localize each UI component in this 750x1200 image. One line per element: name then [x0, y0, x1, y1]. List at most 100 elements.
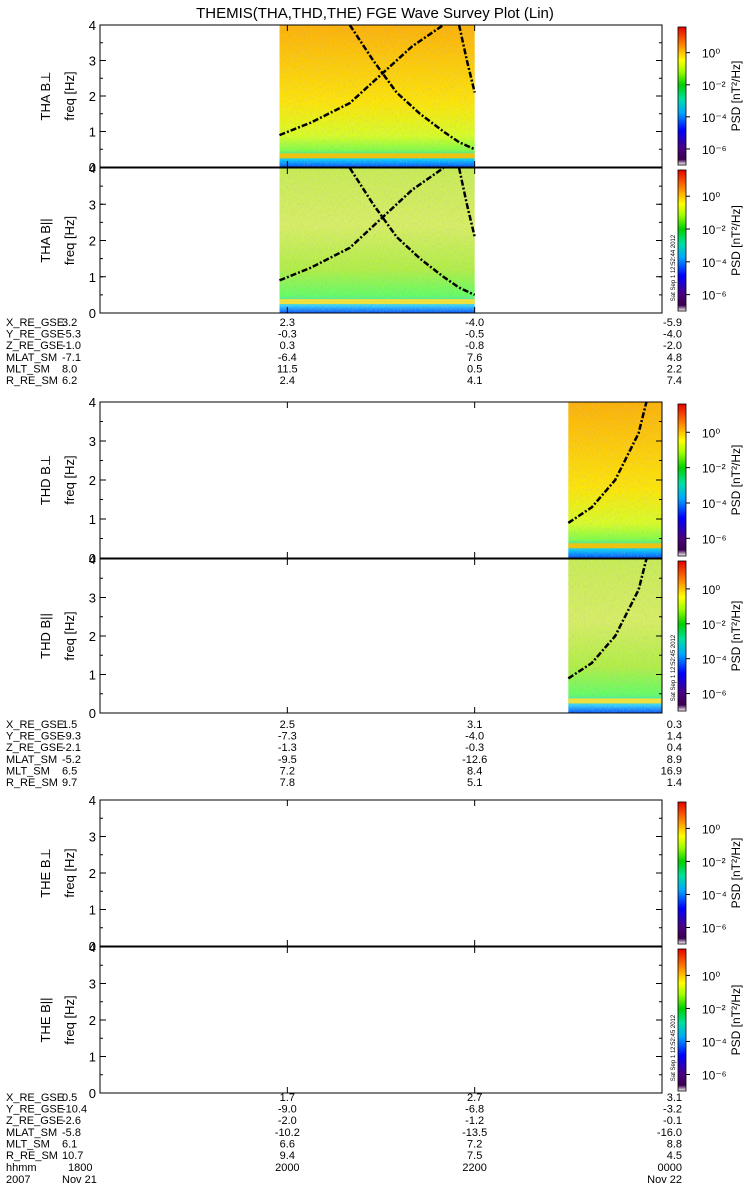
ephemeris-value: 9.4 [280, 1150, 295, 1162]
ephemeris-value: 4.5 [667, 1150, 682, 1162]
ephemeris-value: 3.2 [62, 317, 77, 329]
panel-label: THE B|| [38, 997, 53, 1042]
colorbar [677, 26, 687, 166]
generation-timestamp: Sat Sep 1 12:52:45 2012 [671, 634, 677, 701]
y-tick-label: 1 [89, 270, 96, 285]
date-left-day: Nov 21 [62, 1174, 97, 1186]
ephemeris-value: 3.1 [667, 1092, 682, 1104]
y-tick-label: 4 [89, 161, 96, 176]
ephemeris-value: -4.0 [465, 731, 484, 743]
ephemeris-value: -1.2 [465, 1115, 484, 1127]
ephemeris-value: -6.4 [278, 352, 297, 364]
spectrogram-noise [279, 25, 475, 167]
gyrofreq-curve [567, 401, 648, 524]
colorbar-tick-label: 10⁻⁴ [702, 111, 727, 125]
ephemeris-value: -2.0 [278, 1115, 297, 1127]
colorbar [677, 560, 687, 712]
generation-timestamp: Sat Sep 1 12:52:44 2012 [671, 234, 677, 301]
ephemeris-value: 8.0 [62, 363, 77, 375]
ephemeris-value: 2.7 [467, 1092, 482, 1104]
freq-axis-label: freq [Hz] [62, 71, 77, 120]
ephemeris-value: -9.3 [62, 731, 81, 743]
ephemeris-value: 6.5 [62, 765, 77, 777]
ephemeris-value: 0.3 [280, 340, 295, 352]
y-tick-label: 2 [89, 866, 96, 881]
freq-axis-label: freq [Hz] [62, 216, 77, 265]
ephemeris-row-name: MLAT_SM [6, 352, 57, 364]
emission-band [279, 153, 475, 159]
y-tick-label: 4 [89, 940, 96, 955]
emission-band [568, 543, 662, 549]
ephemeris-value: 1.7 [280, 1092, 295, 1104]
time-tick-label: 1800 [68, 1162, 92, 1174]
date-year: 2007 [6, 1174, 30, 1186]
ephemeris-value: -13.5 [462, 1127, 487, 1139]
y-tick-label: 1 [89, 668, 96, 683]
y-tick-label: 2 [89, 629, 96, 644]
colorbar [677, 169, 687, 312]
panel-tha-bpar: 0 1 2 3 4 THA B|| freq [Hz] 10⁰ 10⁻² 10⁻⁴ 10⁻⁶PSD … [38, 161, 743, 321]
ephemeris-value: 5.1 [467, 777, 482, 789]
gyrofreq-curve [279, 23, 445, 137]
y-tick-label: 0 [89, 160, 96, 175]
y-tick-label: 4 [89, 552, 96, 567]
y-tick-label: 3 [89, 434, 96, 449]
ephemeris-value: 11.5 [277, 363, 298, 375]
y-tick-label: 0 [89, 706, 96, 721]
ephemeris-value: 8.8 [667, 1138, 682, 1150]
ephemeris-row-name: R_RE_SM [6, 375, 58, 387]
y-tick-label: 4 [89, 395, 96, 410]
time-tick-label: 2000 [275, 1162, 299, 1174]
colorbar-label: PSD [nT²/Hz] [729, 61, 743, 132]
colorbar [677, 948, 687, 1092]
time-tick-label: 0000 [658, 1162, 682, 1174]
panel-thd-bpar: 0 1 2 3 4 THD B|| freq [Hz] 10⁰ 10⁻² 10⁻⁴ 10⁻⁶ PSD … [38, 552, 743, 721]
y-tick-label: 4 [89, 793, 96, 808]
ephemeris-row-name: MLAT_SM [6, 754, 57, 766]
ephemeris-value: 2.2 [667, 363, 682, 375]
ephemeris-value: 3.1 [467, 719, 482, 731]
colorbar [677, 801, 687, 945]
freq-axis-label: freq [Hz] [62, 455, 77, 504]
y-tick-label: 3 [89, 591, 96, 606]
ephemeris-value: -5.8 [62, 1127, 81, 1139]
y-tick-label: 2 [89, 473, 96, 488]
ephemeris-row-name: Y_RE_GSE [6, 329, 64, 341]
ephemeris-value: 1.4 [667, 777, 682, 789]
time-axis-layer: hhmm 1800 2000 2200 0000 2007 Nov 21 Nov 22 [6, 1162, 682, 1186]
emission-band [568, 698, 662, 704]
ephemeris-value: 7.2 [467, 1138, 482, 1150]
ephemeris-value: -0.3 [465, 742, 484, 754]
ephemeris-value: -16.0 [657, 1127, 682, 1139]
colorbar-tick-label: 10⁻² [702, 855, 726, 869]
ephemeris-value: 10.7 [62, 1150, 83, 1162]
colorbar-tick-label: 10⁻⁶ [702, 688, 727, 702]
figure-title: THEMIS(THA,THD,THE) FGE Wave Survey Plot… [196, 5, 554, 22]
panel-frame [99, 799, 663, 947]
y-tick-label: 2 [89, 234, 96, 249]
ephemeris-value: 0.4 [667, 742, 682, 754]
y-tick-label: 0 [89, 1086, 96, 1101]
y-tick-label: 1 [89, 1050, 96, 1065]
panel-label: THA B|| [38, 218, 53, 262]
colorbar-tick-label: 10⁰ [702, 583, 720, 597]
gyrofreq-curve [457, 24, 476, 93]
panel-label: THE B⊥ [38, 848, 53, 898]
panel-label: THD B|| [38, 613, 53, 659]
ephemeris-row-name: X_RE_GSE [6, 1092, 64, 1104]
ephemeris-row-name: Y_RE_GSE [6, 731, 64, 743]
y-tick-label: 4 [89, 18, 96, 33]
ephemeris-value: 9.7 [62, 777, 77, 789]
colorbar-tick-label: 10⁻² [702, 618, 726, 632]
colorbar-tick-label: 10⁻⁴ [702, 1035, 727, 1049]
ephemeris-row-name: Z_RE_GSE [6, 742, 63, 754]
ephemeris-value: 0.5 [467, 363, 482, 375]
ephemeris-value: -0.3 [278, 329, 297, 341]
colorbar-tick-label: 10⁻² [702, 223, 726, 237]
colorbar-tick-label: 10⁻⁴ [702, 256, 727, 270]
